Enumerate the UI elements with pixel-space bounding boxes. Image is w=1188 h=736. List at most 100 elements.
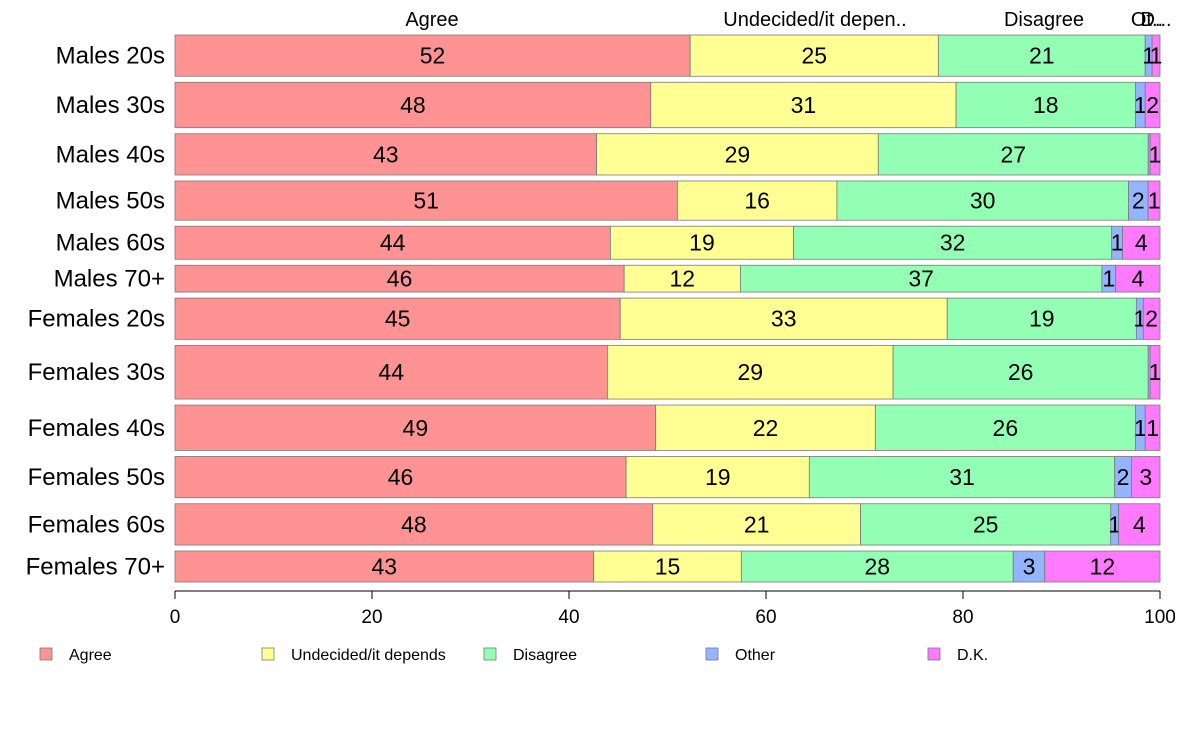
data-label: 1: [1111, 230, 1124, 256]
data-label: 48: [400, 92, 426, 118]
bar-segment: [1012, 550, 1046, 583]
data-label: 12: [669, 266, 695, 292]
row-label: Females 20s: [28, 306, 165, 333]
bar-segment: [1149, 344, 1161, 400]
bar-segment: [946, 297, 1137, 340]
bar-segment: [174, 503, 654, 546]
bar-segment: [1144, 81, 1161, 129]
data-label: 44: [378, 359, 404, 385]
bar-segment: [689, 34, 939, 77]
bar-segment: [1115, 264, 1161, 293]
bar-segment: [650, 81, 957, 129]
bar-segment: [174, 456, 627, 499]
top-label: Ot..: [1131, 9, 1163, 31]
row-label: Females 70+: [26, 554, 165, 581]
bar-segment: [1142, 297, 1161, 340]
data-label: 19: [1029, 306, 1055, 332]
row-label: Males 30s: [56, 92, 165, 119]
bar-segment: [174, 133, 597, 176]
data-label: 2: [1117, 464, 1130, 490]
data-label: 1: [1149, 359, 1162, 385]
bar-segment: [676, 180, 838, 221]
data-label: 37: [908, 266, 934, 292]
bar-segment: [174, 225, 611, 260]
data-label: 2: [1146, 92, 1159, 118]
bar-segment: [860, 503, 1112, 546]
data-label: 28: [865, 554, 891, 580]
legend-swatch: [705, 647, 719, 661]
bar-segment: [739, 264, 1103, 293]
legend: Agree Undecided/it depends Disagree Other D.…: [39, 647, 988, 664]
data-label: 21: [1029, 43, 1055, 69]
legend-swatch: [261, 647, 275, 661]
bar-segment: [593, 550, 742, 583]
data-label: 31: [949, 464, 975, 490]
bar-segment: [1144, 404, 1161, 451]
x-tick-label: 40: [558, 607, 579, 628]
row-label: Females 30s: [28, 359, 165, 386]
bar-segment: [174, 81, 652, 129]
data-label: 1: [1150, 43, 1163, 69]
data-label: 2: [1132, 188, 1145, 214]
x-tick-label: 0: [170, 607, 181, 628]
row-label: Females 50s: [28, 464, 165, 491]
bar-segment: [1131, 456, 1161, 499]
bar-segment: [1122, 225, 1161, 260]
data-label: 4: [1131, 266, 1144, 292]
data-label: 2: [1145, 306, 1158, 332]
data-label: 31: [791, 92, 817, 118]
top-label: Undecided/it depen..: [723, 9, 906, 31]
top-label: D...: [1140, 9, 1171, 31]
bar-segment: [625, 456, 810, 499]
x-tick-label: 80: [952, 607, 973, 628]
data-label: 1: [1108, 511, 1121, 537]
data-label: 1: [1102, 266, 1115, 292]
data-label: 25: [973, 511, 999, 537]
data-label: 32: [940, 230, 966, 256]
data-label: 1: [1148, 188, 1161, 214]
data-label: 25: [801, 43, 827, 69]
data-label: 52: [420, 43, 446, 69]
data-label: 44: [380, 230, 406, 256]
bar-segment: [619, 297, 948, 340]
data-label: 51: [413, 188, 439, 214]
data-label: 26: [1008, 359, 1034, 385]
data-label: 26: [993, 415, 1019, 441]
data-label: 19: [689, 230, 715, 256]
data-label: 33: [771, 306, 797, 332]
x-tick-label: 100: [1144, 607, 1176, 628]
row-label: Males 70+: [54, 266, 165, 293]
data-label: 43: [373, 141, 399, 167]
bar-segment: [740, 550, 1014, 583]
bar-segment: [1044, 550, 1161, 583]
x-axis: 0 20 40 60 80 100: [170, 590, 1176, 628]
x-tick-label: 20: [361, 607, 382, 628]
row-label: Females 60s: [28, 511, 165, 538]
bar-segment: [1147, 180, 1161, 221]
top-label: Agree: [405, 9, 458, 31]
data-label: 21: [744, 511, 770, 537]
data-label: 18: [1033, 92, 1059, 118]
bar-segment: [174, 264, 625, 293]
data-label: 46: [387, 266, 413, 292]
legend-swatch: [39, 647, 53, 661]
top-label: Disagree: [1004, 9, 1084, 31]
data-label: 3: [1139, 464, 1152, 490]
data-label: 4: [1135, 230, 1148, 256]
bar-segment: [1151, 34, 1161, 77]
data-label: 22: [753, 415, 779, 441]
bar-segment: [1118, 503, 1161, 546]
legend-label: D.K.: [957, 647, 988, 664]
bar-segment: [1149, 133, 1161, 176]
bar-segment: [655, 404, 876, 451]
bar-segment: [955, 81, 1136, 129]
data-label: 1: [1146, 415, 1159, 441]
row-label: Females 40s: [28, 415, 165, 442]
data-label: 19: [705, 464, 731, 490]
data-label: 48: [401, 511, 427, 537]
data-label: 29: [725, 141, 751, 167]
bar-segment: [174, 344, 608, 400]
data-label: 1: [1149, 141, 1162, 167]
bar-segment: [174, 180, 678, 221]
bar-segment: [836, 180, 1129, 221]
